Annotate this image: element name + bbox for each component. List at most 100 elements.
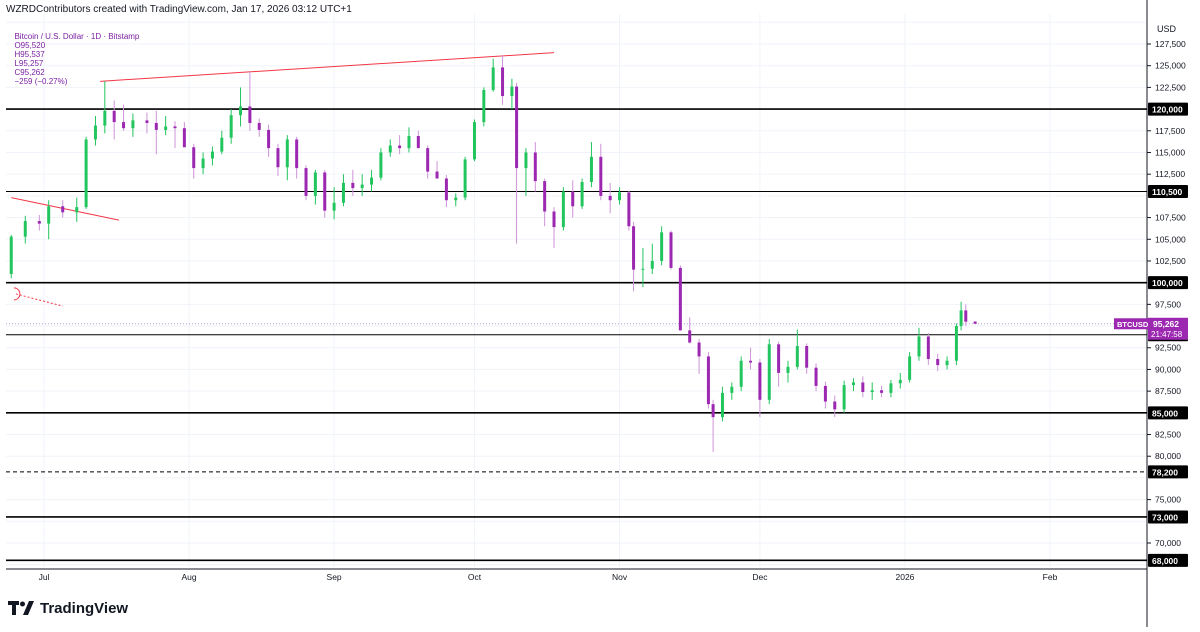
candle-body[interactable] xyxy=(758,362,762,400)
candle-body[interactable] xyxy=(84,139,88,208)
candle-body[interactable] xyxy=(103,110,107,126)
trendline[interactable] xyxy=(15,293,63,307)
candle-body[interactable] xyxy=(182,128,186,148)
candle-body[interactable] xyxy=(954,326,958,361)
candle-body[interactable] xyxy=(482,89,486,123)
candle-body[interactable] xyxy=(669,232,673,268)
symbol-tag[interactable]: BTCUSD xyxy=(1117,320,1149,329)
candle-body[interactable] xyxy=(706,356,710,405)
candle-body[interactable] xyxy=(444,178,448,201)
candle-body[interactable] xyxy=(795,346,799,367)
candle-body[interactable] xyxy=(145,120,149,123)
candle-body[interactable] xyxy=(823,385,827,402)
candle-body[interactable] xyxy=(917,336,921,357)
candle-body[interactable] xyxy=(416,135,420,149)
candle-body[interactable] xyxy=(61,206,65,213)
candle-body[interactable] xyxy=(543,181,547,212)
candle-body[interactable] xyxy=(93,125,97,140)
candle-body[interactable] xyxy=(842,385,846,410)
candle-body[interactable] xyxy=(379,152,383,178)
trendline[interactable] xyxy=(100,52,555,82)
candle-body[interactable] xyxy=(739,360,743,387)
tradingview-logo[interactable]: TradingView xyxy=(8,598,128,618)
candle-body[interactable] xyxy=(697,342,701,357)
candle-body[interactable] xyxy=(632,226,636,270)
candle-body[interactable] xyxy=(589,156,593,182)
candle-body[interactable] xyxy=(515,86,519,169)
candle-body[interactable] xyxy=(851,382,855,386)
candle-body[interactable] xyxy=(257,122,261,130)
candle-body[interactable] xyxy=(814,367,818,386)
candle-body[interactable] xyxy=(426,148,430,172)
candle-body[interactable] xyxy=(749,360,753,363)
candle-body[interactable] xyxy=(524,152,528,169)
candle-body[interactable] xyxy=(112,110,116,123)
candle-body[interactable] xyxy=(561,191,565,228)
candle-body[interactable] xyxy=(276,148,280,168)
candle-body[interactable] xyxy=(201,158,205,169)
plot-area[interactable] xyxy=(6,14,1146,568)
candle-body[interactable] xyxy=(599,156,603,196)
candle-body[interactable] xyxy=(861,382,865,392)
candle-body[interactable] xyxy=(650,260,654,269)
symbol-name[interactable]: Bitcoin / U.S. Dollar · 1D · Bitstamp xyxy=(14,32,140,41)
candle-body[interactable] xyxy=(688,330,692,343)
candle-body[interactable] xyxy=(805,346,809,368)
candle-body[interactable] xyxy=(351,182,355,189)
candle-body[interactable] xyxy=(720,392,724,418)
candle-body[interactable] xyxy=(552,211,556,228)
candle-body[interactable] xyxy=(660,232,664,261)
candle-body[interactable] xyxy=(501,67,505,97)
candle-body[interactable] xyxy=(332,202,336,211)
candle-body[interactable] xyxy=(533,152,537,182)
candle-body[interactable] xyxy=(571,191,575,207)
candle-body[interactable] xyxy=(9,236,13,274)
candle-body[interactable] xyxy=(945,360,949,366)
candle-body[interactable] xyxy=(220,137,224,152)
candle-body[interactable] xyxy=(463,159,467,198)
candle-body[interactable] xyxy=(889,383,893,393)
candle-body[interactable] xyxy=(580,181,584,207)
candle-body[interactable] xyxy=(370,177,374,185)
candle-body[interactable] xyxy=(767,344,771,400)
candle-body[interactable] xyxy=(341,182,345,203)
candle-body[interactable] xyxy=(833,401,837,410)
candle-body[interactable] xyxy=(627,192,631,227)
candle-body[interactable] xyxy=(777,344,781,373)
candle-body[interactable] xyxy=(926,336,930,360)
candle-body[interactable] xyxy=(398,145,402,149)
candle-body[interactable] xyxy=(239,106,243,116)
candle-body[interactable] xyxy=(730,386,734,393)
candle-body[interactable] xyxy=(786,366,790,373)
candle-body[interactable] xyxy=(360,184,364,189)
candle-body[interactable] xyxy=(388,145,392,153)
candle-body[interactable] xyxy=(608,195,612,201)
candle-body[interactable] xyxy=(435,171,439,179)
candle-body[interactable] xyxy=(510,86,514,97)
candle-body[interactable] xyxy=(323,172,327,211)
candle-body[interactable] xyxy=(898,379,902,384)
candle-body[interactable] xyxy=(880,390,884,393)
candle-body[interactable] xyxy=(37,221,41,224)
candle-body[interactable] xyxy=(964,310,968,322)
candle-body[interactable] xyxy=(870,390,874,392)
candle-body[interactable] xyxy=(164,126,168,130)
candle-body[interactable] xyxy=(973,321,977,324)
candle-body[interactable] xyxy=(313,172,317,196)
candle-body[interactable] xyxy=(454,197,458,201)
candle-body[interactable] xyxy=(959,310,963,327)
candle-body[interactable] xyxy=(210,151,214,159)
candle-body[interactable] xyxy=(248,106,252,123)
candle-body[interactable] xyxy=(678,267,682,331)
candle-body[interactable] xyxy=(131,120,135,129)
candle-body[interactable] xyxy=(154,122,158,130)
candle-body[interactable] xyxy=(472,122,476,160)
candle-body[interactable] xyxy=(173,126,177,129)
candle-body[interactable] xyxy=(936,359,940,366)
candle-body[interactable] xyxy=(295,139,299,169)
candle-body[interactable] xyxy=(47,206,51,224)
candle-body[interactable] xyxy=(618,192,622,201)
candle-body[interactable] xyxy=(641,268,645,270)
candle-body[interactable] xyxy=(192,147,196,169)
